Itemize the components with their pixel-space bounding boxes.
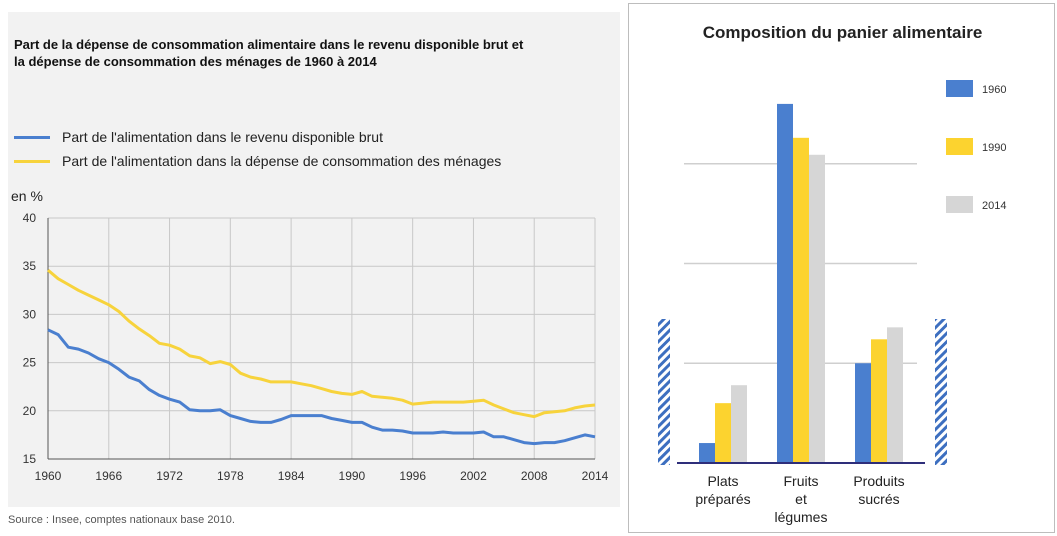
category-label: Plats: [707, 473, 738, 489]
left-line-chart: en % 15 20 25 30 35 40 1960 1966 1972 1978 1984 1990…: [11, 188, 609, 483]
legend-label-2014: 2014: [982, 200, 1006, 212]
y-tick-label: 15: [23, 452, 37, 466]
legend-item-series1: Part de l'alimentation dans le revenu di…: [14, 127, 383, 147]
category-label: et: [795, 491, 807, 507]
legend-swatch-series1: [14, 135, 50, 139]
legend-label-1990: 1990: [982, 142, 1006, 154]
x-tick-label: 1972: [156, 469, 183, 483]
hatch-marker-left: [658, 319, 670, 465]
legend-item-series2: Part de l'alimentation dans la dépense d…: [14, 151, 501, 171]
x-tick-label: 1978: [217, 469, 244, 483]
left-chart-title: Part de la dépense de consommation alime…: [14, 37, 524, 69]
right-chart-panel: Plats préparés Fruits et légumes Produits sucr…: [628, 3, 1055, 533]
series-line-2: [47, 268, 596, 419]
y-tick-label: 30: [23, 307, 37, 321]
legend-swatch-series2: [14, 159, 50, 163]
bar-2014-2: [809, 154, 825, 463]
hatch-marker-right: [935, 319, 947, 465]
legend-label-series2: Part de l'alimentation dans la dépense d…: [62, 153, 502, 169]
legend-label-series1: Part de l'alimentation dans le revenu di…: [62, 129, 383, 145]
y-axis-label: en %: [11, 188, 43, 204]
legend-swatch-1990: [946, 138, 973, 155]
bar-1960-2: [777, 103, 793, 464]
category-label: Produits: [853, 473, 904, 489]
x-tick-label: 1960: [35, 469, 62, 483]
legend-label-1960: 1960: [982, 84, 1006, 96]
x-tick-label: 2002: [460, 469, 487, 483]
x-tick-label: 1990: [339, 469, 366, 483]
x-tick-label: 1966: [95, 469, 122, 483]
y-tick-label: 20: [23, 404, 37, 418]
source-note: Source : Insee, comptes nationaux base 2…: [8, 514, 235, 526]
bar-1960-3: [855, 363, 871, 463]
x-tick-label: 1984: [278, 469, 305, 483]
category-label: légumes: [775, 509, 828, 525]
right-bar-chart: Plats préparés Fruits et légumes Produits sucr…: [658, 80, 1006, 525]
y-tick-label: 25: [23, 356, 37, 370]
series-line-1: [47, 328, 596, 446]
bar-1990-3: [871, 339, 887, 463]
x-tick-label: 1996: [399, 469, 426, 483]
bar-1960-1: [699, 443, 715, 463]
category-label: préparés: [695, 491, 750, 507]
bar-1990-2: [793, 137, 809, 463]
legend-swatch-1960: [946, 80, 973, 97]
legend-swatch-2014: [946, 196, 973, 213]
y-tick-label: 40: [23, 211, 37, 225]
x-tick-label: 2008: [521, 469, 548, 483]
bar-2014-1: [731, 385, 747, 463]
bar-1990-1: [715, 403, 731, 463]
category-label: Fruits: [784, 473, 819, 489]
bar-2014-3: [887, 327, 903, 463]
right-chart-title: Composition du panier alimentaire: [702, 23, 983, 42]
y-tick-label: 35: [23, 259, 37, 273]
category-label: sucrés: [858, 491, 899, 507]
x-tick-label: 2014: [582, 469, 609, 483]
left-chart-panel: Part de la dépense de consommation alime…: [8, 12, 620, 507]
